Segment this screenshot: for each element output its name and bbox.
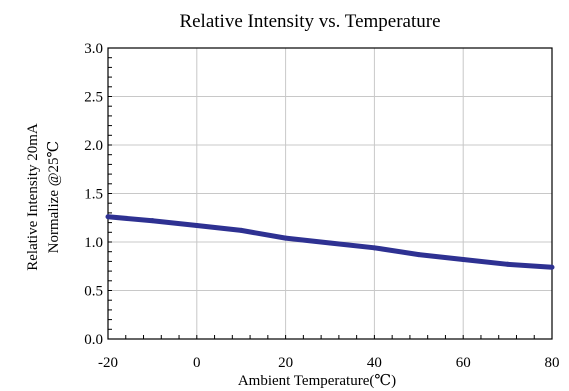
- y-tick-label: 0.0: [84, 332, 103, 348]
- x-tick-label: 0: [193, 355, 201, 371]
- data-point: [460, 256, 466, 262]
- x-tick-label: -20: [98, 355, 118, 371]
- y-tick-label: 0.5: [84, 284, 103, 300]
- data-point: [371, 245, 377, 251]
- y-tick-labels: 0.0 0.5 1.0 1.5 2.0 2.5 3.0: [84, 41, 103, 348]
- x-tick-label: 20: [278, 355, 293, 371]
- x-tick-label: 80: [545, 355, 560, 371]
- x-tick-label: 40: [367, 355, 382, 371]
- y-tick-label: 3.0: [84, 41, 103, 57]
- y-axis-label-line2: Normalize @25℃: [46, 141, 62, 254]
- grid: [108, 48, 552, 339]
- data-point: [149, 218, 155, 224]
- y-tick-label: 1.0: [84, 235, 103, 251]
- y-axis-label-line1: Relative Intensity 20mA: [25, 123, 41, 271]
- y-tick-label: 1.5: [84, 187, 103, 203]
- data-point: [238, 227, 244, 233]
- chart-title: Relative Intensity vs. Temperature: [179, 11, 440, 32]
- data-point: [327, 240, 333, 246]
- data-point: [549, 264, 555, 270]
- y-tick-label: 2.5: [84, 90, 103, 106]
- data-point: [194, 223, 200, 229]
- x-tick-label: 60: [456, 355, 471, 371]
- minor-ticks: [107, 47, 553, 340]
- series-layer: [105, 214, 555, 270]
- data-point: [416, 252, 422, 258]
- data-point: [283, 235, 289, 241]
- data-point: [105, 214, 111, 220]
- plot-frame: [107, 47, 553, 340]
- data-point: [505, 261, 511, 267]
- y-tick-label: 2.0: [84, 138, 103, 154]
- x-axis-label: Ambient Temperature(℃): [238, 373, 396, 389]
- x-tick-labels: -20 0 20 40 60 80: [98, 355, 560, 371]
